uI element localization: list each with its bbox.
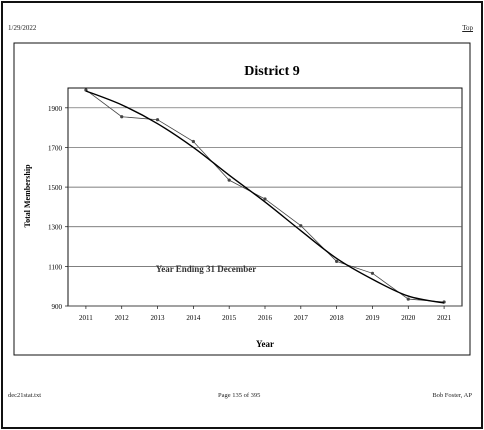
- y-tick-label: 1500: [48, 184, 63, 192]
- footer-author: Bob Foster, AP: [432, 392, 472, 399]
- data-point: [335, 259, 339, 264]
- footer-page-number: Page 135 of 395: [218, 392, 261, 399]
- y-tick-labels: 900 1100 1300 1500 1700 1900: [48, 105, 63, 311]
- data-point: [370, 271, 375, 275]
- data-point: [191, 139, 195, 144]
- x-tick-label: 2020: [401, 314, 416, 322]
- series-line-trend: [85, 90, 445, 304]
- x-tick-label: 2019: [365, 314, 380, 322]
- y-tick-label: 1700: [48, 144, 63, 152]
- top-link[interactable]: Top: [462, 24, 473, 32]
- print-date: 1/29/2022: [8, 24, 37, 32]
- chart-border: [13, 42, 471, 356]
- x-tick-labels: 2011 2012 2013 2014 2015 2016 2017 2018 2019 2020…: [79, 314, 452, 322]
- x-tick-label: 2015: [222, 314, 237, 322]
- chart-title: District 9: [244, 64, 300, 79]
- plot-area: [67, 87, 463, 307]
- x-tick-label: 2017: [294, 314, 309, 322]
- x-axis-label: Year: [256, 339, 274, 349]
- grid-lines: [65, 107, 462, 309]
- data-point: [120, 115, 124, 119]
- y-tick-label: 1900: [48, 105, 63, 113]
- x-tick-label: 2014: [186, 314, 201, 322]
- x-tick-label: 2011: [79, 314, 93, 322]
- x-tick-label: 2013: [151, 314, 166, 322]
- x-tick-label: 2016: [258, 314, 273, 322]
- series-line-actual: [85, 89, 445, 303]
- x-tick-label: 2021: [437, 314, 452, 322]
- data-point: [406, 297, 410, 301]
- x-tick-label: 2012: [115, 314, 130, 322]
- data-point: [155, 118, 160, 122]
- data-point: [299, 224, 303, 228]
- y-tick-label: 900: [52, 303, 63, 311]
- data-point: [263, 197, 267, 201]
- y-axis-label: Total Membership: [23, 164, 32, 228]
- series-group: [84, 88, 446, 304]
- y-tick-label: 1100: [48, 263, 62, 271]
- y-tick-label: 1300: [48, 224, 63, 232]
- chart-annotation: Year Ending 31 December: [156, 264, 257, 274]
- footer-filename: dec21stat.txt: [8, 392, 42, 399]
- data-point: [227, 178, 231, 182]
- x-tick-label: 2018: [330, 314, 345, 322]
